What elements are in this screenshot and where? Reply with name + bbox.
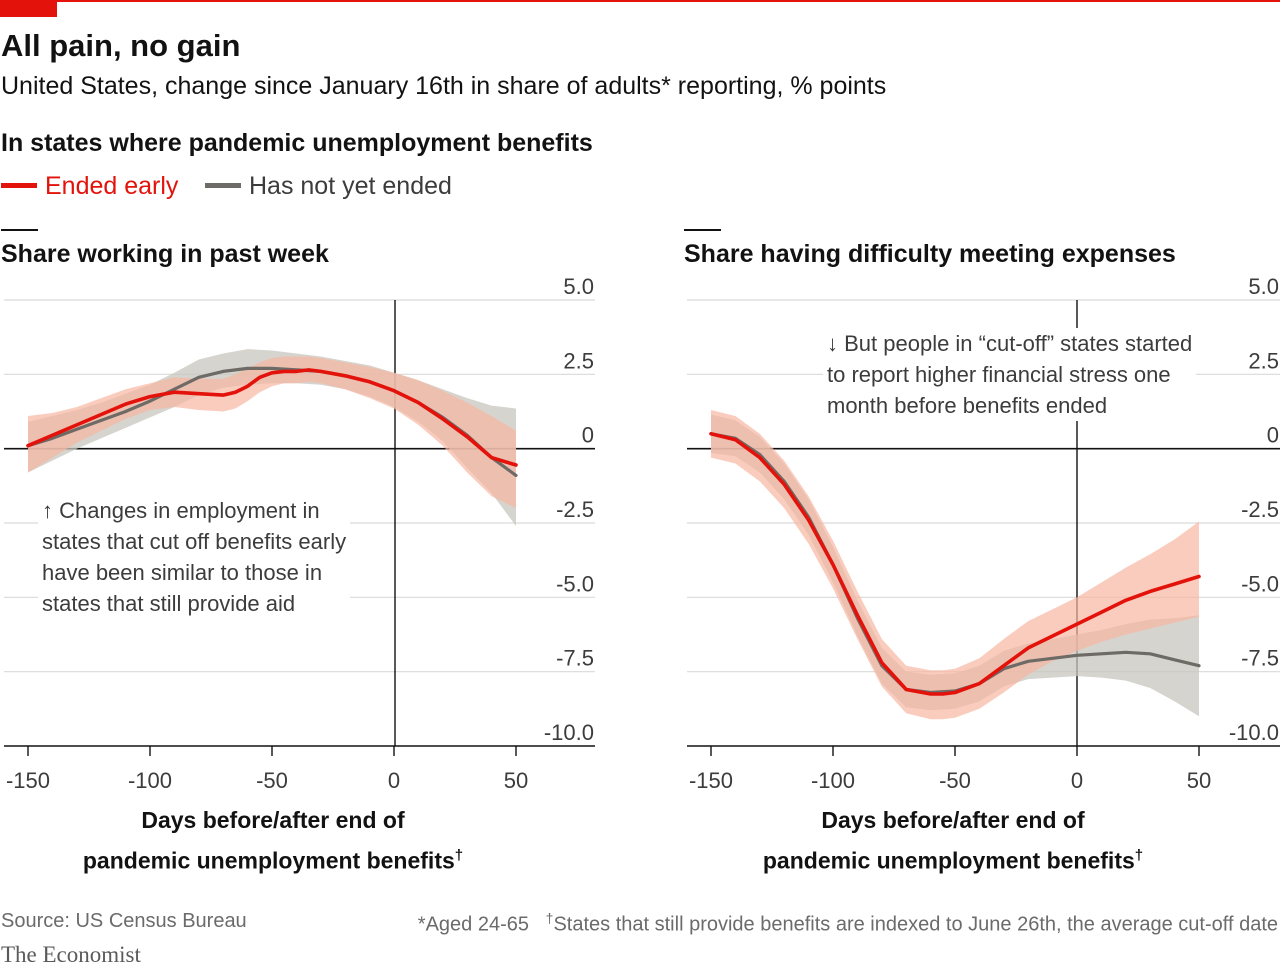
legend-item-ended-early: Ended early	[1, 172, 178, 201]
legend-label-not-ended: Has not yet ended	[249, 172, 452, 200]
legend-label-ended-early: Ended early	[45, 172, 179, 200]
y-tick-label: 5.0	[563, 274, 594, 299]
panel-title-working: Share working in past week	[1, 240, 329, 268]
y-tick-label: 0	[1267, 423, 1279, 448]
brand-logo: The Economist	[1, 942, 141, 967]
source-note: Source: US Census Bureau	[1, 910, 247, 932]
y-tick-label: -10.0	[1229, 720, 1279, 745]
top-rule	[0, 0, 1280, 2]
footnote-aged: *Aged 24-65	[417, 913, 529, 936]
x-tick-label: -150	[689, 768, 733, 793]
chart-subtitle: United States, change since January 16th…	[1, 72, 887, 100]
legend-item-not-ended: Has not yet ended	[205, 172, 452, 201]
y-tick-label: -5.0	[556, 571, 594, 596]
legend-swatch-grey	[205, 182, 241, 188]
y-tick-label: -7.5	[1241, 646, 1279, 671]
y-tick-label: -2.5	[556, 497, 594, 522]
legend-heading: In states where pandemic unemployment be…	[1, 129, 593, 157]
x-tick-label: 0	[1071, 768, 1083, 793]
x-tick-label: -100	[128, 768, 172, 793]
x-tick-label: 50	[1187, 768, 1211, 793]
x-axis-label-left-line-2-wrap: pandemic unemployment benefits†	[0, 838, 553, 879]
annotation-expenses-line-2: to report higher financial stress one	[827, 362, 1171, 387]
x-axis-label-right-line-1: Days before/after end of	[821, 807, 1085, 833]
series-line-ended-early	[709, 431, 1201, 696]
panel-title-expenses: Share having difficulty meeting expenses	[684, 240, 1176, 268]
x-axis-label-right-line-2-wrap: pandemic unemployment benefits†	[673, 838, 1233, 879]
x-axis-label-right-line-2: pandemic unemployment benefits	[762, 847, 1135, 874]
footnote-text: States that still provide benefits are i…	[553, 913, 1278, 936]
annotation-employment-line-3: have been similar to those in	[42, 560, 323, 585]
annotation-expenses-line-1: ↓ But people in “cut-off” states started	[827, 331, 1193, 356]
x-tick-label: -50	[256, 768, 288, 793]
x-axis-label-right: Days before/after end of pandemic unempl…	[673, 803, 1233, 879]
y-tick-label: 2.5	[1248, 348, 1279, 373]
annotation-employment-line-1: ↑ Changes in employment in	[42, 498, 320, 523]
x-tick-label: -50	[939, 768, 971, 793]
y-tick-label: 2.5	[563, 348, 594, 373]
brand-flag	[0, 0, 57, 17]
legend-swatch-red	[1, 182, 37, 188]
x-tick-label: 0	[388, 768, 400, 793]
annotation-expenses: ↓ But people in “cut-off” states started…	[823, 328, 1197, 421]
x-axis-label-right-dagger: †	[1134, 847, 1144, 864]
y-tick-label: -10.0	[544, 720, 594, 745]
y-tick-label: -2.5	[1241, 497, 1279, 522]
x-axis-label-left-line-1: Days before/after end of	[141, 807, 405, 833]
confidence-band-ended-early	[711, 410, 1199, 720]
x-axis-label-left-line-2: pandemic unemployment benefits	[82, 847, 455, 874]
footnote-dagger: †	[545, 910, 554, 926]
x-tick-label: -150	[6, 768, 50, 793]
chart-panel-2: 5.0 2.5 0 -2.5 -5.0 -7.5 -10.0 -150 -100 -50 0 50	[687, 274, 1280, 793]
annotation-employment-line-4: states that still provide aid	[42, 591, 296, 616]
y-tick-label: -7.5	[556, 646, 594, 671]
y-tick-label: 0	[582, 423, 594, 448]
panel-rule-left	[1, 229, 38, 231]
y-tick-label: -5.0	[1241, 571, 1279, 596]
chart-title: All pain, no gain	[1, 28, 241, 63]
x-tick-label: -100	[811, 768, 855, 793]
annotation-employment-line-2: states that cut off benefits early	[42, 529, 347, 554]
x-tick-label: 50	[504, 768, 528, 793]
confidence-band-ended-early	[28, 356, 516, 509]
panel-rule-right	[684, 229, 721, 231]
annotation-employment: ↑ Changes in employment in states that c…	[38, 495, 351, 619]
x-axis-label-left: Days before/after end of pandemic unempl…	[0, 803, 553, 879]
annotation-expenses-line-3: month before benefits ended	[827, 393, 1108, 418]
series-line-ended-early	[26, 368, 518, 467]
chart-panel-1: 5.0 2.5 0 -2.5 -5.0 -7.5 -10.0 -150 -100 -50 0 50	[4, 274, 595, 793]
x-axis-label-left-dagger: †	[454, 847, 464, 864]
y-tick-label: 5.0	[1248, 274, 1279, 299]
footnote: *Aged 24-65 †States that still provide b…	[418, 910, 1278, 937]
